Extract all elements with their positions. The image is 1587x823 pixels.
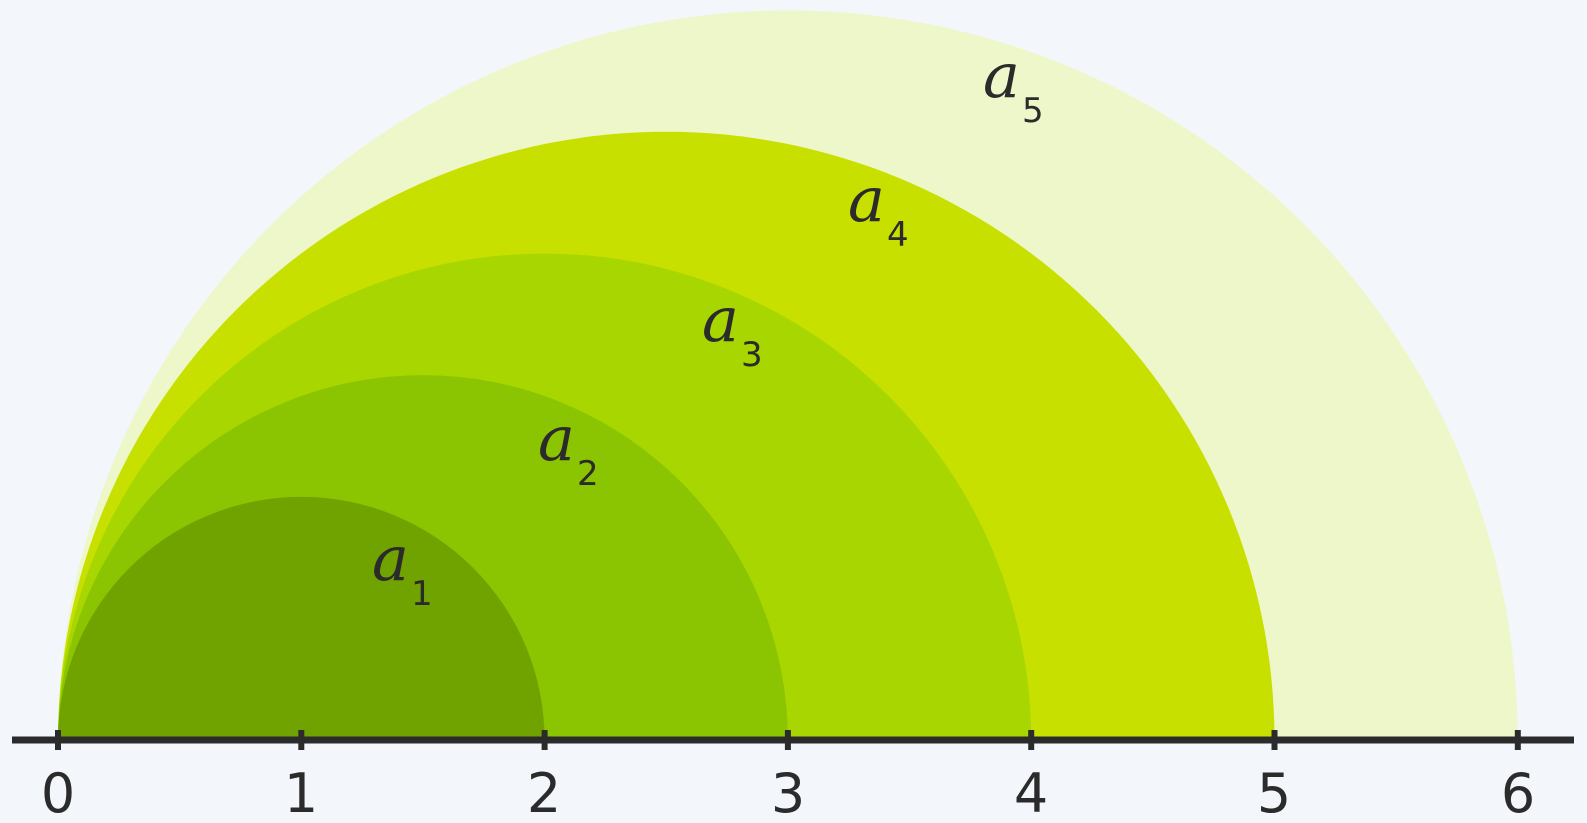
tick-label-2: 2	[527, 762, 561, 823]
label-a3: a3	[702, 283, 763, 375]
label-a1-sub: 1	[411, 574, 433, 614]
tick-label-4: 4	[1014, 762, 1048, 823]
label-a4-base: a	[848, 163, 885, 236]
label-a5: a5	[983, 39, 1044, 131]
label-a1: a1	[372, 522, 433, 614]
semicircle-a1	[58, 496, 545, 740]
label-a1-base: a	[372, 522, 409, 595]
label-a3-sub: 3	[741, 335, 763, 375]
label-a5-sub: 5	[1022, 91, 1044, 131]
label-a2-base: a	[538, 402, 575, 475]
label-a5-base: a	[983, 39, 1020, 112]
label-a4-sub: 4	[887, 215, 909, 255]
label-a2: a2	[538, 402, 599, 494]
semicircle-layer	[58, 10, 1518, 741]
tick-marks	[55, 730, 1521, 750]
tick-label-0: 0	[41, 762, 75, 823]
tick-label-1: 1	[284, 762, 318, 823]
tick-labels: 0 1 2 3 4 5 6	[41, 762, 1535, 823]
tick-label-5: 5	[1257, 762, 1291, 823]
tick-label-6: 6	[1501, 762, 1535, 823]
semicircle-labels: a1 a2 a3 a4 a5	[372, 39, 1044, 614]
number-line: 0 1 2 3 4 5 6	[12, 730, 1574, 823]
label-a2-sub: 2	[577, 454, 599, 494]
tick-label-3: 3	[771, 762, 805, 823]
label-a4: a4	[848, 163, 909, 255]
label-a3-base: a	[702, 283, 739, 356]
